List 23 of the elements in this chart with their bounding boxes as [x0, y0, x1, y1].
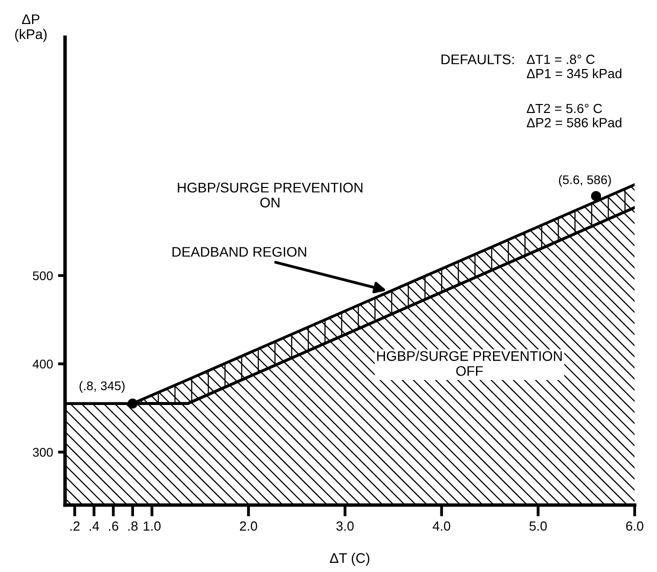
- y-tick-label: 400: [32, 360, 53, 368]
- y-tick-label: 300: [32, 448, 53, 457]
- annotation: (.8, 345): [80, 381, 125, 393]
- x-tick-label: 6.0: [626, 521, 644, 531]
- annotation: HGBP/SURGE PREVENTION ON: [178, 182, 362, 208]
- annotation: ΔT1 = .8° C ΔP1 = 345 kPad: [526, 54, 622, 78]
- x-tick-label: .4: [90, 522, 100, 531]
- x-tick-label: .2: [70, 521, 80, 531]
- x-tick-label: 2.0: [240, 521, 258, 531]
- annotation: ΔT2 = 5.6° C ΔP2 = 586 kPad: [526, 104, 622, 128]
- x-tick-label: 3.0: [336, 521, 354, 531]
- annotation: DEADBAND REGION: [172, 246, 306, 257]
- x-tick-label: 1.0: [144, 521, 161, 531]
- annotation: HGBP/SURGE PREVENTION OFF: [377, 350, 562, 376]
- x-tick-label: .6: [109, 521, 118, 531]
- x-axis-title: ΔT (C): [330, 552, 370, 566]
- annotation: DEFAULTS:: [442, 54, 514, 64]
- y-tick-label: 500: [32, 271, 53, 280]
- y-axis-title: ΔP (kPa): [15, 14, 47, 42]
- x-tick-label: .8: [128, 521, 138, 531]
- annotation: (5.6, 586): [558, 174, 611, 187]
- x-tick-label: 5.0: [529, 521, 547, 531]
- x-tick-label: 4.0: [432, 521, 450, 531]
